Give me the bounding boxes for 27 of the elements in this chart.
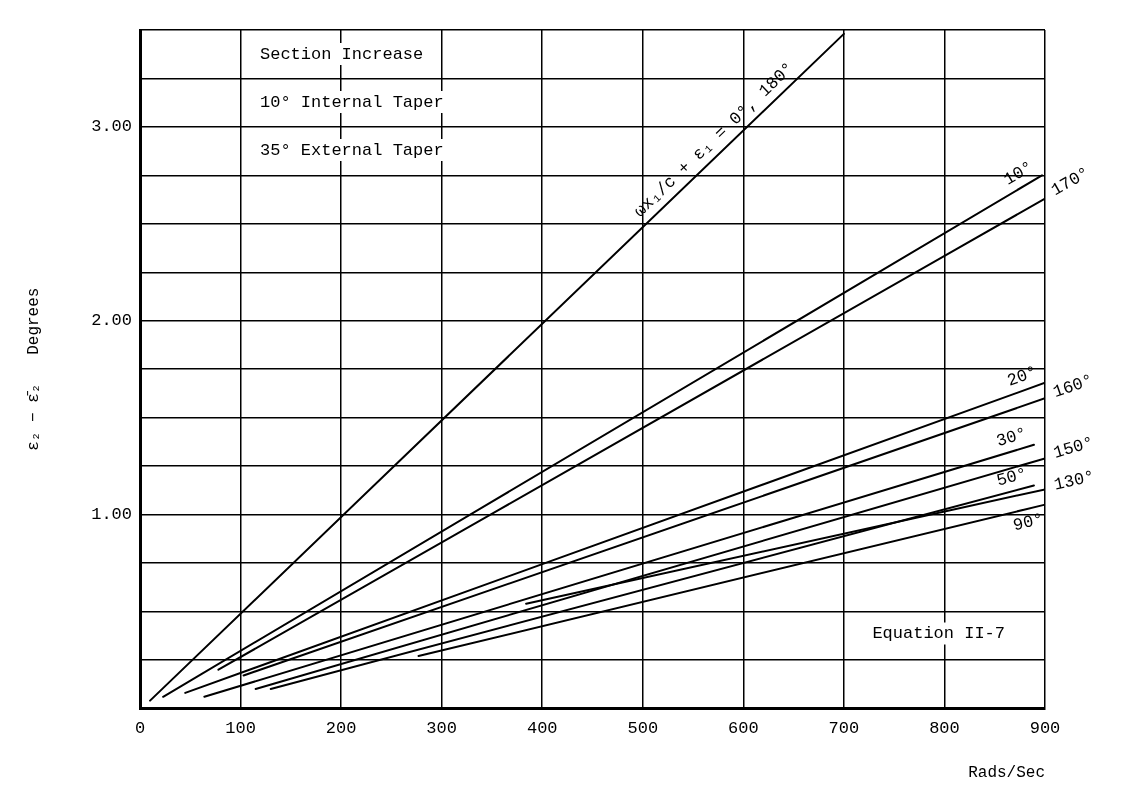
x-tick-label: 700 — [828, 719, 860, 739]
text: 170° — [1047, 163, 1093, 201]
y-tick-label: 1.00 — [91, 505, 133, 525]
text: 160° — [1050, 370, 1096, 403]
text: 30° — [994, 423, 1029, 452]
x-tick-label: 300 — [426, 719, 457, 739]
text: 150° — [1051, 433, 1096, 463]
text: 90° — [1011, 509, 1046, 536]
text: 50° — [994, 464, 1030, 491]
x-tick-label: 600 — [728, 719, 759, 739]
x-tick-label: 900 — [1029, 719, 1061, 739]
annotation: Equation II-7 — [872, 623, 1005, 643]
x-axis-title: Rads/Sec — [968, 763, 1045, 782]
x-tick-label: 500 — [627, 719, 659, 739]
annotation: Section Increase — [260, 44, 424, 64]
x-tick-label: 200 — [325, 719, 357, 739]
text: 130° — [1052, 467, 1097, 495]
y-tick-label: 3.00 — [91, 117, 133, 137]
x-tick-label: 100 — [225, 719, 256, 739]
x-tick-label: 400 — [526, 719, 558, 739]
annotation: 35° External Taper — [260, 140, 444, 160]
x-tick-label: 0 — [134, 719, 146, 739]
y-axis-title: ε₂ − ε̄₂ Degrees — [24, 287, 43, 451]
y-tick-label: 2.00 — [91, 311, 133, 331]
text: 20° — [1004, 362, 1040, 391]
annotation: 10° Internal Taper — [260, 92, 444, 112]
x-tick-label: 800 — [929, 719, 960, 739]
